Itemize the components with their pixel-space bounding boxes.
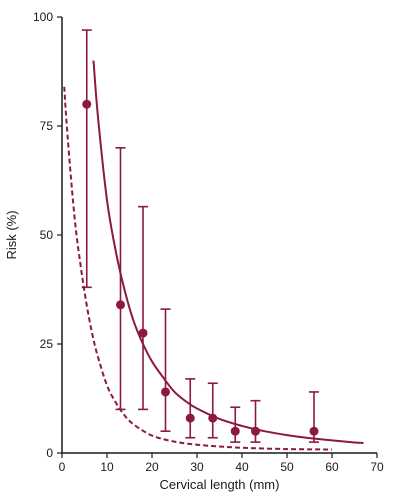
y-axis-title: Risk (%) [4, 210, 19, 259]
data-point [208, 413, 218, 423]
x-tick-label: 20 [145, 460, 159, 474]
y-tick-label: 75 [40, 119, 54, 133]
y-tick-label: 0 [46, 446, 53, 460]
fit-curves [63, 60, 364, 451]
y-tick-label: 50 [40, 228, 54, 242]
data-point [161, 387, 170, 397]
x-tick-label: 40 [235, 460, 249, 474]
data-point [185, 413, 195, 423]
plot-area: 0 10 20 30 40 50 60 70 0 25 50 75 100 [33, 10, 384, 474]
dashed-fit-curve [63, 86, 333, 451]
data-point [82, 99, 92, 109]
y-ticks: 0 25 50 75 100 [33, 10, 62, 460]
data-points [82, 99, 319, 436]
x-tick-label: 30 [190, 460, 204, 474]
x-axis-title: Cervical length (mm) [160, 477, 280, 492]
x-tick-label: 60 [325, 460, 339, 474]
y-tick-label: 25 [40, 337, 54, 351]
data-point [230, 426, 240, 436]
data-point [309, 426, 319, 436]
data-point [138, 328, 148, 338]
error-bars [81, 29, 319, 443]
solid-fit-curve [92, 60, 364, 444]
data-point [116, 300, 125, 310]
data-point [251, 426, 260, 436]
x-tick-label: 10 [100, 460, 114, 474]
x-ticks: 0 10 20 30 40 50 60 70 [59, 453, 384, 474]
x-tick-label: 50 [280, 460, 294, 474]
x-tick-label: 70 [370, 460, 384, 474]
y-tick-label: 100 [33, 10, 53, 24]
x-tick-label: 0 [59, 460, 66, 474]
